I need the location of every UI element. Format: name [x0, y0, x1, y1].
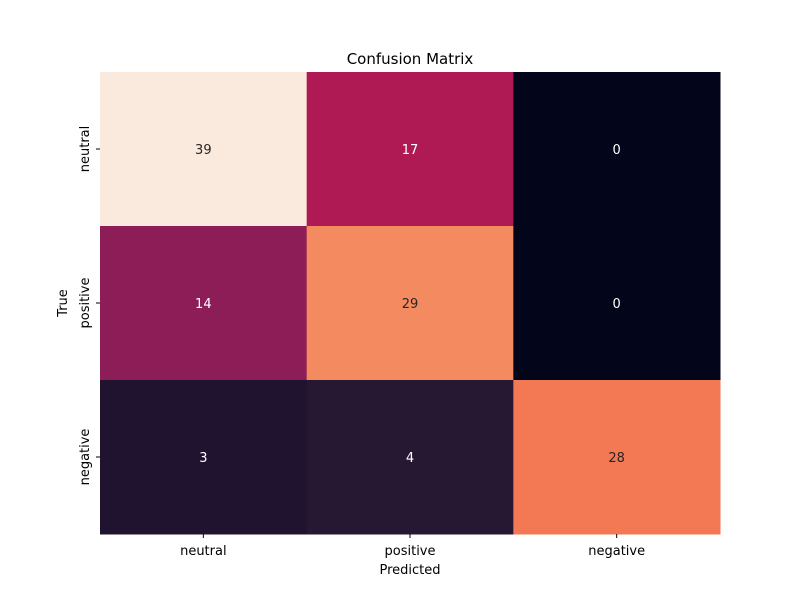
- cell-value-label: 0: [613, 297, 621, 312]
- cell-value-label: 3: [199, 451, 207, 466]
- cell-value-label: 29: [402, 297, 419, 312]
- heatmap-cell-1-2: [513, 226, 721, 381]
- y-axis-title: True: [56, 289, 71, 318]
- x-axis-title: Predicted: [379, 563, 440, 578]
- heatmap-cell-1-0: [100, 226, 308, 381]
- axis-ticks: neutral positive negative neutral positive ne…: [78, 126, 645, 559]
- heatmap-cell-2-1: [306, 380, 514, 535]
- y-tick-label: neutral: [78, 126, 93, 173]
- heatmap-cell-0-1: [306, 72, 514, 227]
- cell-value-label: 39: [195, 143, 212, 158]
- heatmap-cells: 39 17 0 14 29 0 3 4 28: [100, 72, 721, 535]
- heatmap-cell-2-2: [513, 380, 721, 535]
- cell-value-label: 14: [195, 297, 212, 312]
- cell-value-label: 0: [613, 143, 621, 158]
- heatmap-cell-0-0: [100, 72, 308, 227]
- x-tick-label: positive: [385, 544, 436, 559]
- x-tick-label: negative: [588, 544, 645, 559]
- cell-value-label: 17: [402, 143, 419, 158]
- y-tick-label: positive: [78, 278, 93, 329]
- cell-value-label: 4: [406, 451, 414, 466]
- cell-value-label: 28: [608, 451, 625, 466]
- x-tick-label: neutral: [180, 544, 227, 559]
- heatmap-cell-1-1: [306, 226, 514, 381]
- chart-title: Confusion Matrix: [347, 50, 474, 68]
- y-tick-label: negative: [78, 429, 93, 486]
- heatmap-cell-2-0: [100, 380, 308, 535]
- heatmap-cell-0-2: [513, 72, 721, 227]
